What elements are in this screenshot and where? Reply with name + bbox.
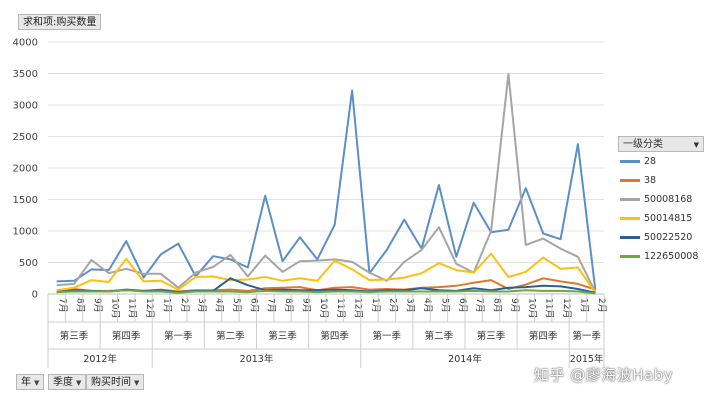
x-tick-label: 11月 [127,298,138,318]
y-tick-label: 0 [32,290,38,301]
legend-label: 122650008 [644,251,699,262]
x-tick-label: 6月 [248,298,259,313]
year-label: 2014年 [448,353,482,365]
quarter-label: 第一季 [164,330,193,342]
legend: 一级分类 ▼ 28 38 50008168 50014815 50022520 12265… [618,136,704,266]
legend-swatch [620,255,640,258]
quarter-label: 第二季 [216,330,245,342]
quarter-label: 第三季 [60,330,89,342]
quarter-label: 第三季 [268,330,297,342]
axis-field-label: 季度 [53,377,73,388]
x-tick-label: 1月 [161,298,172,313]
y-tick-label: 1500 [13,195,38,206]
axis-field-button[interactable]: 年 ▼ [16,374,45,390]
legend-item[interactable]: 38 [618,171,704,190]
legend-label: 50008168 [644,194,693,205]
axis-field-button[interactable]: 季度 ▼ [48,374,87,390]
legend-item[interactable]: 28 [618,152,704,171]
filter-dropdown-icon[interactable]: ▼ [134,379,140,387]
x-tick-label: 11月 [335,298,346,318]
x-tick-label: 7月 [266,298,277,313]
y-tick-label: 2500 [13,132,38,143]
axis-field-label: 购买时间 [91,377,131,388]
legend-swatch [620,198,640,201]
value-field-button[interactable]: 求和项:购买数量 [18,14,102,30]
quarter-label: 第三季 [477,330,506,342]
year-label: 2013年 [240,353,274,365]
x-tick-label: 5月 [439,298,450,313]
axis-field-label: 年 [21,377,31,388]
filter-dropdown-icon[interactable]: ▼ [34,379,40,387]
quarter-label: 第四季 [112,330,141,342]
legend-label: 50014815 [644,213,693,224]
x-tick-label: 8月 [492,298,503,313]
quarter-label: 第一季 [572,330,601,342]
x-tick-label: 1月 [578,298,589,313]
legend-item[interactable]: 50022520 [618,228,704,247]
legend-swatch [620,236,640,239]
x-tick-label: 12月 [353,298,364,318]
legend-field-button[interactable]: 一级分类 ▼ [618,136,704,152]
y-tick-label: 1000 [13,227,38,238]
legend-item[interactable]: 50014815 [618,209,704,228]
y-tick-label: 3500 [13,69,38,80]
legend-label: 38 [644,175,657,186]
quarter-label: 第一季 [373,330,402,342]
quarter-label: 第四季 [320,330,349,342]
series-line-50014815[interactable] [56,252,597,294]
x-tick-label: 9月 [509,298,520,313]
x-tick-label: 10月 [109,298,120,318]
x-tick-label: 4月 [214,298,225,313]
legend-item[interactable]: 50008168 [618,190,704,209]
y-tick-label: 2000 [13,164,38,175]
year-label: 2012年 [83,353,117,365]
x-tick-label: 4月 [422,298,433,313]
x-tick-label: 7月 [57,298,68,313]
filter-dropdown-icon[interactable]: ▼ [76,379,82,387]
x-tick-label: 8月 [75,298,86,313]
x-tick-label: 5月 [231,298,242,313]
axis-field-button[interactable]: 购买时间 ▼ [86,374,145,390]
legend-swatch [620,160,640,163]
x-tick-label: 10月 [526,298,537,318]
legend-swatch [620,217,640,220]
x-tick-label: 3月 [405,298,416,313]
x-tick-label: 12月 [144,298,155,318]
y-tick-label: 500 [19,258,38,269]
quarter-label: 第二季 [425,330,454,342]
legend-swatch [620,179,640,182]
x-tick-label: 3月 [196,298,207,313]
x-tick-label: 2月 [179,298,190,313]
x-tick-label: 8月 [283,298,294,313]
x-tick-label: 9月 [300,298,311,313]
x-tick-label: 12月 [561,298,572,318]
legend-field-label: 一级分类 [623,139,663,150]
quarter-label: 第四季 [529,330,558,342]
year-label: 2015年 [570,353,604,365]
x-tick-label: 7月 [474,298,485,313]
y-tick-label: 4000 [13,38,38,49]
x-tick-label: 10月 [318,298,329,318]
filter-dropdown-icon[interactable]: ▼ [693,141,699,149]
series-line-122650008[interactable] [56,289,596,295]
watermark: 知乎 @廖海波Haby [534,366,674,384]
legend-label: 50022520 [644,232,693,243]
x-tick-label: 2月 [596,298,607,313]
legend-item[interactable]: 122650008 [618,247,704,266]
y-tick-label: 3000 [13,101,38,112]
x-tick-label: 9月 [92,298,103,313]
series-line-50008168[interactable] [56,73,597,293]
x-tick-label: 2月 [387,298,398,313]
value-field-label: 求和项:购买数量 [23,17,97,28]
x-tick-label: 11月 [544,298,555,318]
legend-label: 28 [644,156,657,167]
x-tick-label: 6月 [457,298,468,313]
x-tick-label: 1月 [370,298,381,313]
